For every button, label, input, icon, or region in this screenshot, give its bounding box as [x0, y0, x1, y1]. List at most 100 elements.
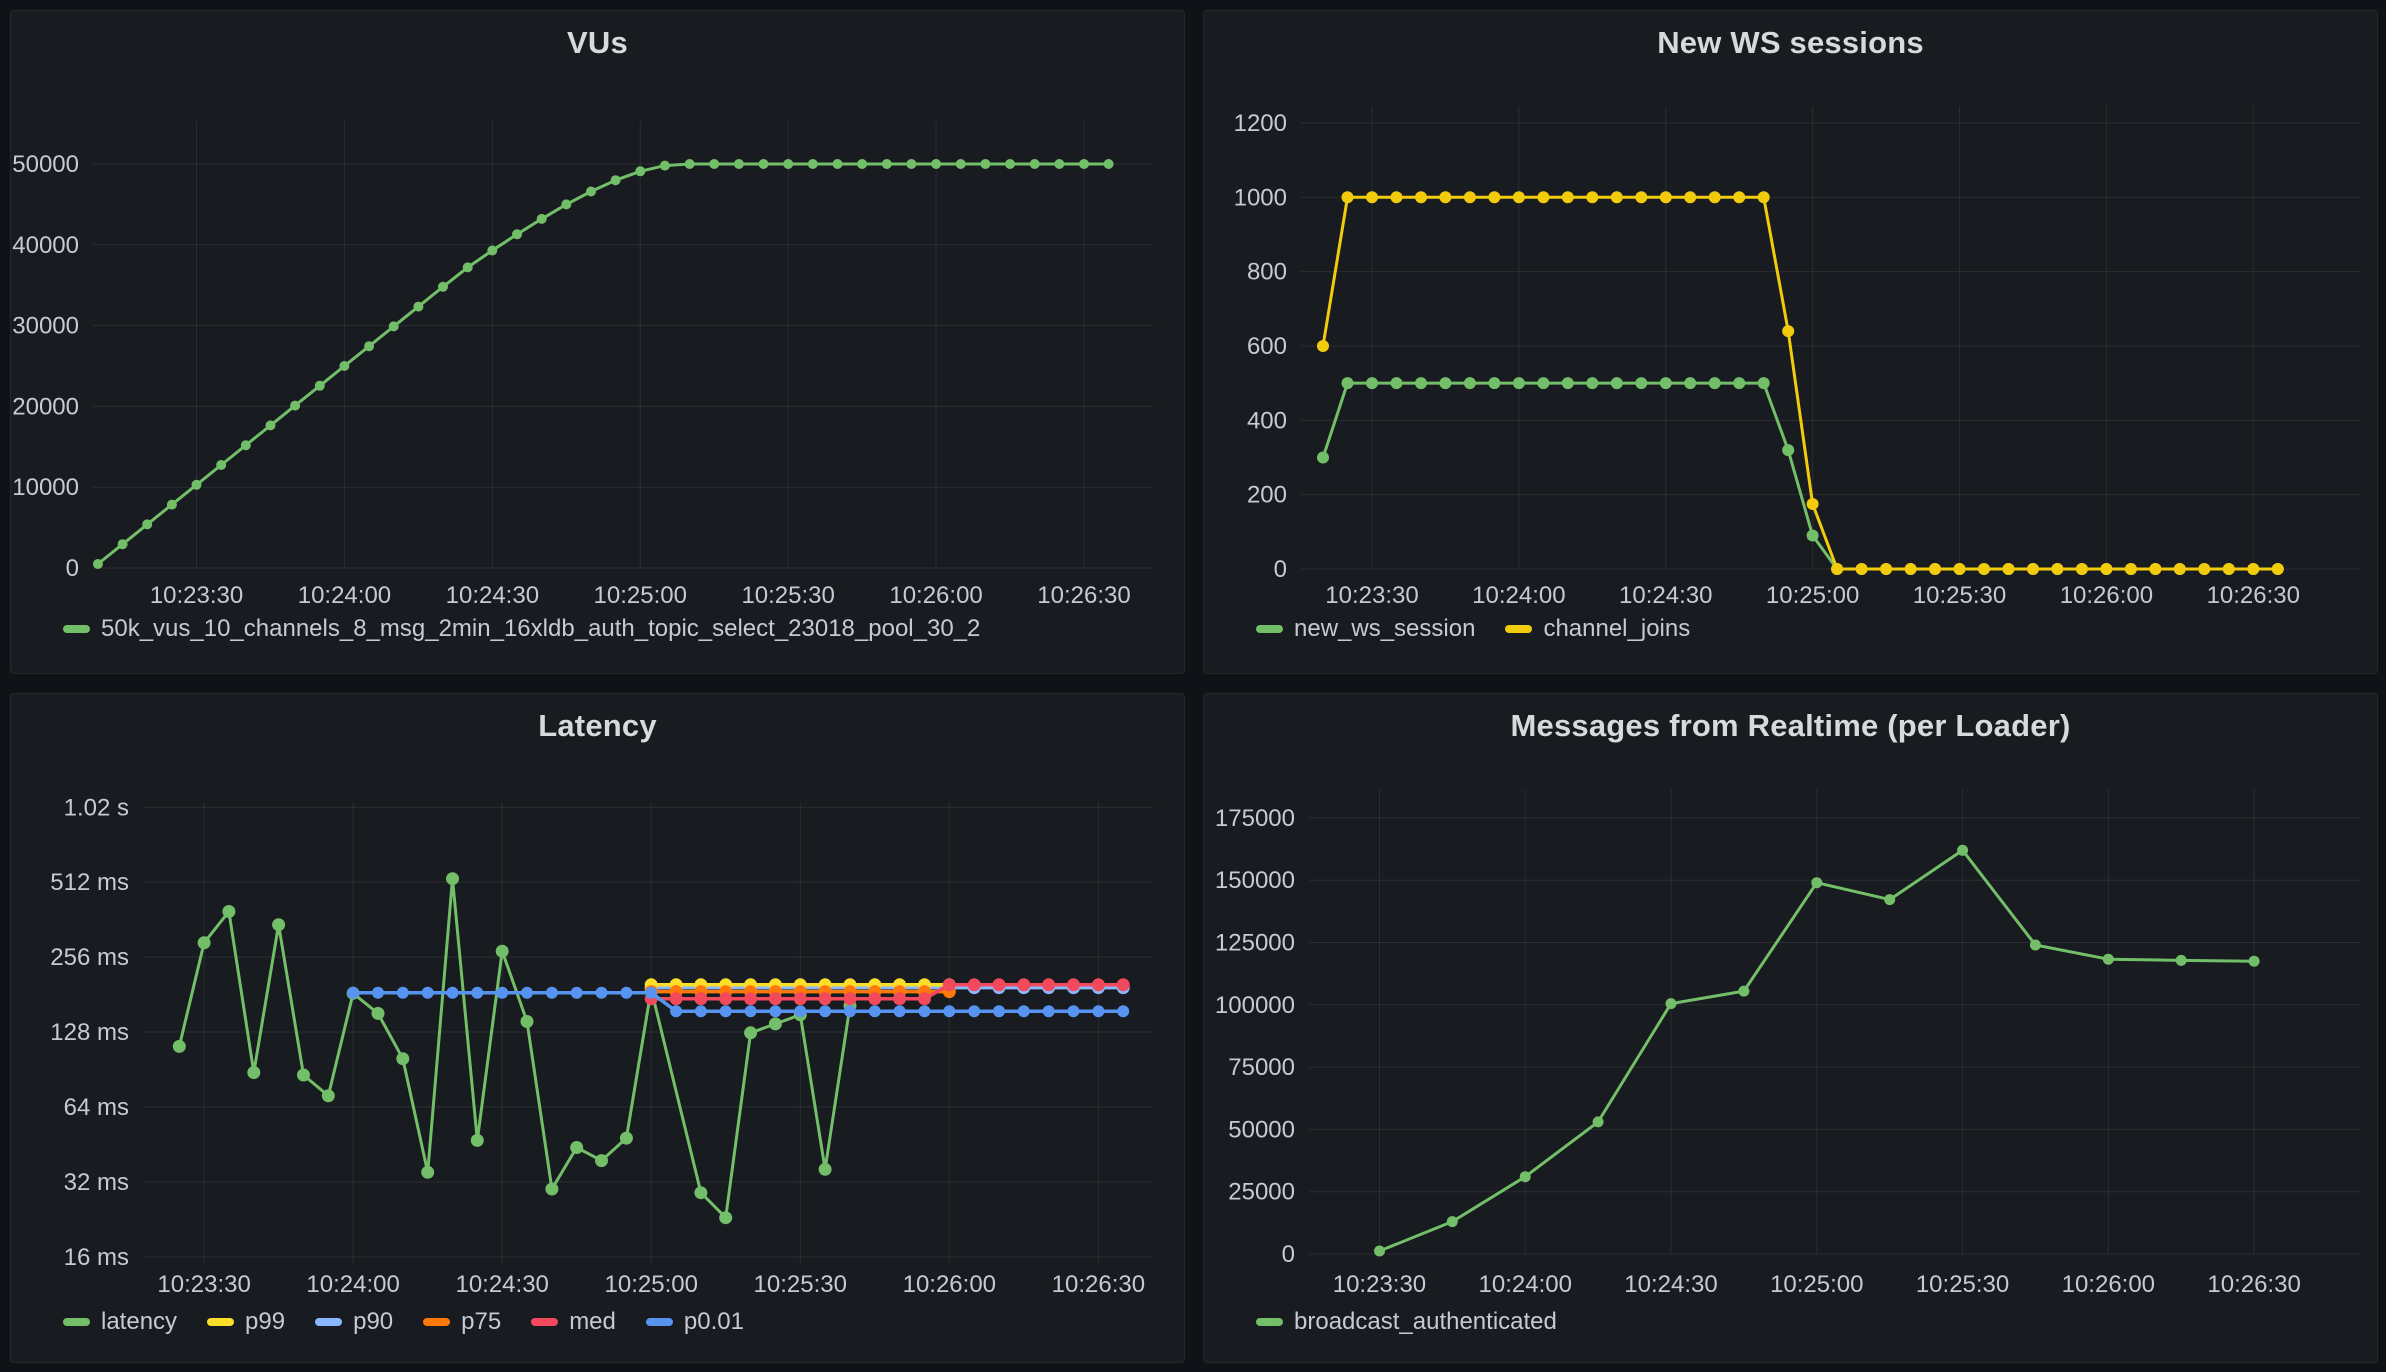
- series-point-50k_vus_10_channels_8_msg_2min_16xldb_auth_topic_select_23018_pool_30_2: [881, 159, 892, 169]
- series-point-new_ws_session: [1390, 377, 1403, 390]
- series-point-50k_vus_10_channels_8_msg_2min_16xldb_auth_topic_select_23018_pool_30_2: [980, 159, 991, 169]
- series-point-new_ws_session: [1512, 377, 1525, 390]
- series-point-50k_vus_10_channels_8_msg_2min_16xldb_auth_topic_select_23018_pool_30_2: [462, 262, 473, 273]
- legend-label: p99: [245, 1308, 286, 1335]
- legend-item-broadcast_authenticated[interactable]: broadcast_authenticated: [1256, 1310, 1557, 1334]
- legend-item-p75[interactable]: p75: [423, 1310, 501, 1334]
- y-tick-label: 1200: [1234, 110, 1287, 137]
- series-point-latency: [222, 905, 236, 918]
- series-point-50k_vus_10_channels_8_msg_2min_16xldb_auth_topic_select_23018_pool_30_2: [733, 159, 744, 169]
- series-point-channel_joins: [2149, 563, 2162, 575]
- panel-title: Messages from Realtime (per Loader): [1510, 708, 2071, 743]
- messages-chart-canvas[interactable]: 10:23:30 10:24:00 10:24:30 10:25:00 10:25:30…: [1204, 694, 2379, 1364]
- series-point-channel_joins: [1537, 191, 1550, 204]
- legend-item-med[interactable]: med: [531, 1310, 616, 1334]
- series-point-50k_vus_10_channels_8_msg_2min_16xldb_auth_topic_select_23018_pool_30_2: [659, 160, 670, 171]
- vus-chart-canvas[interactable]: 10:23:30 10:24:00 10:24:30 10:25:00 10:25:30…: [11, 11, 1186, 675]
- series-point-broadcast_authenticated: [1592, 1116, 1604, 1128]
- legend-item-p99[interactable]: p99: [207, 1310, 285, 1334]
- series-point-p0.01: [918, 1005, 931, 1018]
- series-line-p0.01: [351, 990, 1125, 1014]
- series-point-channel_joins: [1880, 563, 1893, 575]
- legend-item-new_ws_session[interactable]: new_ws_session: [1256, 617, 1475, 641]
- legend-label: med: [569, 1308, 616, 1335]
- series-point-50k_vus_10_channels_8_msg_2min_16xldb_auth_topic_select_23018_pool_30_2: [635, 166, 646, 177]
- y-tick-label: 75000: [1228, 1054, 1295, 1081]
- legend-item-channel_joins[interactable]: channel_joins: [1505, 617, 1690, 641]
- y-tick-label: 256 ms: [50, 944, 129, 971]
- series-point-50k_vus_10_channels_8_msg_2min_16xldb_auth_topic_select_23018_pool_30_2: [536, 213, 547, 224]
- series-point-new_ws_session: [1610, 377, 1623, 390]
- series-point-50k_vus_10_channels_8_msg_2min_16xldb_auth_topic_select_23018_pool_30_2: [166, 499, 177, 510]
- series-point-med: [1042, 978, 1056, 992]
- legend-label: p75: [461, 1308, 502, 1335]
- series-point-50k_vus_10_channels_8_msg_2min_16xldb_auth_topic_select_23018_pool_30_2: [807, 159, 818, 169]
- series-point-med: [942, 978, 956, 992]
- y-tick-label: 200: [1247, 482, 1287, 509]
- legend-item-50k_vus_10_channels_8_msg_2min_16xldb_auth_topic_select_23018_pool_30_2[interactable]: 50k_vus_10_channels_8_msg_2min_16xldb_au…: [63, 617, 980, 641]
- series-point-50k_vus_10_channels_8_msg_2min_16xldb_auth_topic_select_23018_pool_30_2: [240, 440, 251, 451]
- x-tick-label: 10:24:00: [1479, 1271, 1572, 1298]
- x-tick-label: 10:26:30: [2207, 1271, 2300, 1298]
- series-point-p0.01: [446, 986, 459, 999]
- x-tick-label: 10:26:30: [1052, 1271, 1145, 1298]
- series-point-p0.01: [471, 986, 484, 999]
- legend-item-p90[interactable]: p90: [315, 1310, 393, 1334]
- series-point-p0.01: [372, 986, 384, 999]
- series-point-channel_joins: [1684, 191, 1697, 204]
- series-point-med: [768, 992, 782, 1006]
- series-point-latency: [371, 1006, 385, 1020]
- panel-new-ws-sessions: 10:23:30 10:24:00 10:24:30 10:25:00 10:25:30…: [1203, 10, 2378, 674]
- series-point-p0.01: [620, 986, 633, 999]
- y-tick-label: 150000: [1215, 867, 1295, 894]
- series-point-latency: [570, 1141, 584, 1154]
- series-point-channel_joins: [1586, 191, 1599, 204]
- series-point-p0.01: [496, 986, 509, 999]
- x-tick-label: 10:24:30: [455, 1271, 548, 1298]
- series-point-channel_joins: [2002, 563, 2015, 575]
- x-tick-label: 10:23:30: [1333, 1271, 1426, 1298]
- series-point-med: [967, 978, 981, 992]
- series-point-new_ws_session: [1708, 377, 1721, 390]
- y-tick-label: 1000: [1234, 184, 1287, 211]
- x-tick-label: 10:25:00: [605, 1271, 698, 1298]
- series-point-channel_joins: [1341, 191, 1354, 204]
- y-tick-label: 50000: [12, 151, 79, 178]
- panel-latency: 10:23:30 10:24:00 10:24:30 10:25:00 10:25:30…: [10, 693, 1185, 1363]
- y-tick-label: 30000: [12, 313, 79, 340]
- series-point-50k_vus_10_channels_8_msg_2min_16xldb_auth_topic_select_23018_pool_30_2: [931, 159, 942, 169]
- series-point-latency: [446, 872, 459, 886]
- legend-item-latency[interactable]: latency: [63, 1310, 177, 1334]
- legend-item-p0.01[interactable]: p0.01: [645, 1310, 744, 1334]
- series-point-channel_joins: [2173, 563, 2186, 575]
- series-point-latency: [694, 1186, 708, 1200]
- new-ws-sessions-chart-canvas[interactable]: 10:23:30 10:24:00 10:24:30 10:25:00 10:25:30…: [1204, 11, 2379, 675]
- series-point-p0.01: [421, 986, 434, 999]
- series-point-broadcast_authenticated: [1738, 985, 1750, 997]
- y-tick-label: 32 ms: [64, 1169, 129, 1196]
- panel-title: VUs: [567, 25, 628, 60]
- series-point-channel_joins: [1463, 191, 1476, 204]
- series-point-50k_vus_10_channels_8_msg_2min_16xldb_auth_topic_select_23018_pool_30_2: [955, 159, 966, 169]
- series-point-med: [669, 992, 683, 1006]
- legend-label: channel_joins: [1543, 615, 1691, 642]
- series-point-new_ws_session: [1782, 444, 1795, 457]
- y-tick-label: 0: [1282, 1241, 1295, 1268]
- latency-chart-canvas[interactable]: 10:23:30 10:24:00 10:24:30 10:25:00 10:25:30…: [11, 694, 1186, 1364]
- series-point-p0.01: [570, 986, 583, 999]
- series-point-channel_joins: [2247, 563, 2260, 575]
- series-point-broadcast_authenticated: [1519, 1171, 1531, 1183]
- series-point-p0.01: [545, 986, 558, 999]
- legend-swatch-p0.01: [645, 1318, 673, 1326]
- series-point-broadcast_authenticated: [2102, 953, 2114, 965]
- x-tick-label: 10:25:00: [594, 582, 687, 609]
- series-point-channel_joins: [1904, 563, 1917, 575]
- series-point-50k_vus_10_channels_8_msg_2min_16xldb_auth_topic_select_23018_pool_30_2: [216, 460, 227, 470]
- vus-legend: 50k_vus_10_channels_8_msg_2min_16xldb_au…: [63, 617, 980, 641]
- legend-swatch-broadcast_authenticated: [1256, 1318, 1283, 1326]
- latency-legend: latency p99 p90 p75 med p0.01: [63, 1310, 744, 1334]
- series-point-p0.01: [1092, 1005, 1105, 1018]
- series-point-channel_joins: [1831, 563, 1844, 575]
- series-point-med: [992, 978, 1006, 992]
- series-point-50k_vus_10_channels_8_msg_2min_16xldb_auth_topic_select_23018_pool_30_2: [1005, 159, 1015, 169]
